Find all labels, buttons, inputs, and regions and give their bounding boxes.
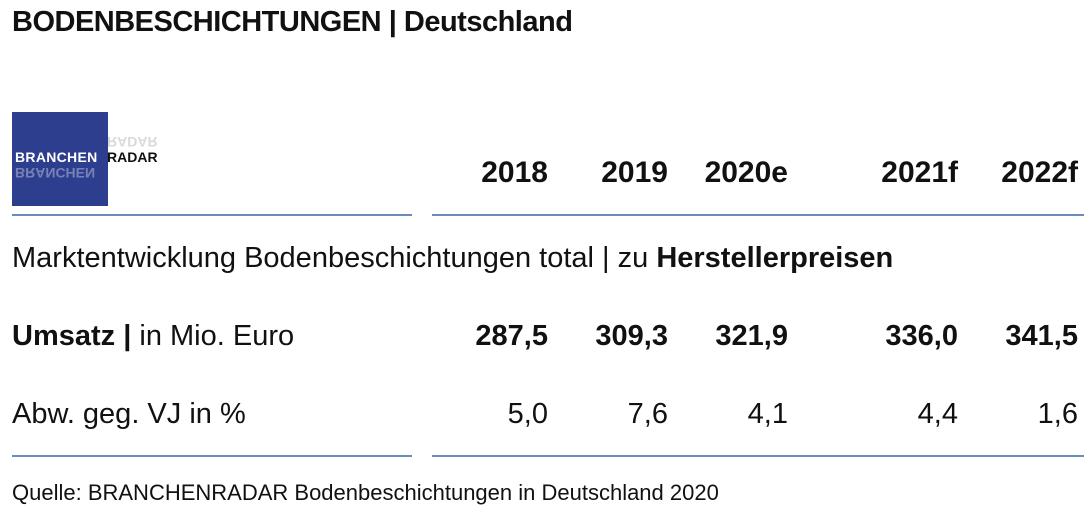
umsatz-value-2020e: 321,9 — [715, 320, 788, 352]
section-label: Marktentwicklung Bodenbeschichtungen tot… — [12, 242, 893, 275]
footer-rule-left — [12, 455, 412, 457]
row-label-umsatz-rest: in Mio. Euro — [131, 320, 295, 352]
row-label-umsatz-bold: Umsatz | — [12, 320, 132, 352]
logo-reflection-branchen: BRANCHEN — [15, 165, 96, 181]
year-header-2022f: 2022f — [1001, 156, 1078, 189]
title-main: BODENBESCHICHTUNGEN — [12, 6, 382, 38]
title-subtitle: Deutschland — [403, 6, 573, 38]
logo-reflection-radar: RADAR — [107, 134, 158, 150]
year-header-2021f: 2021f — [881, 156, 958, 189]
abweichung-value-2022f: 1,6 — [1037, 398, 1078, 430]
row-label-umsatz: Umsatz | in Mio. Euro — [12, 320, 294, 353]
umsatz-value-2021f: 336,0 — [885, 320, 958, 352]
year-header-2019: 2019 — [601, 156, 668, 189]
branchenradar-logo: BRANCHEN RADAR BRANCHEN RADAR — [12, 112, 158, 206]
row-label-abweichung-text: Abw. geg. VJ in % — [12, 398, 246, 430]
logo-text-branchen: BRANCHEN — [15, 149, 98, 165]
row-label-abweichung: Abw. geg. VJ in % — [12, 398, 246, 431]
header-rule-left — [12, 214, 412, 216]
umsatz-value-2022f: 341,5 — [1005, 320, 1078, 352]
abweichung-value-2021f: 4,4 — [917, 398, 958, 430]
header-rule-right — [432, 214, 1084, 216]
abweichung-value-2020e: 4,1 — [747, 398, 788, 430]
year-header-2020e: 2020e — [704, 156, 788, 189]
abweichung-value-2019: 7,6 — [627, 398, 668, 430]
section-label-prefix: Marktentwicklung Bodenbeschichtungen tot… — [12, 242, 657, 274]
logo-text-radar: RADAR — [107, 149, 158, 165]
source-note: Quelle: BRANCHENRADAR Bodenbeschichtunge… — [12, 480, 719, 505]
section-label-bold: Herstellerpreisen — [656, 242, 894, 274]
page-title: BODENBESCHICHTUNGEN | Deutschland — [12, 6, 573, 39]
title-separator: | — [388, 6, 397, 38]
abweichung-value-2018: 5,0 — [507, 398, 548, 430]
footer-rule-right — [432, 455, 1084, 457]
year-header-2018: 2018 — [481, 156, 548, 189]
umsatz-value-2019: 309,3 — [595, 320, 668, 352]
umsatz-value-2018: 287,5 — [475, 320, 548, 352]
